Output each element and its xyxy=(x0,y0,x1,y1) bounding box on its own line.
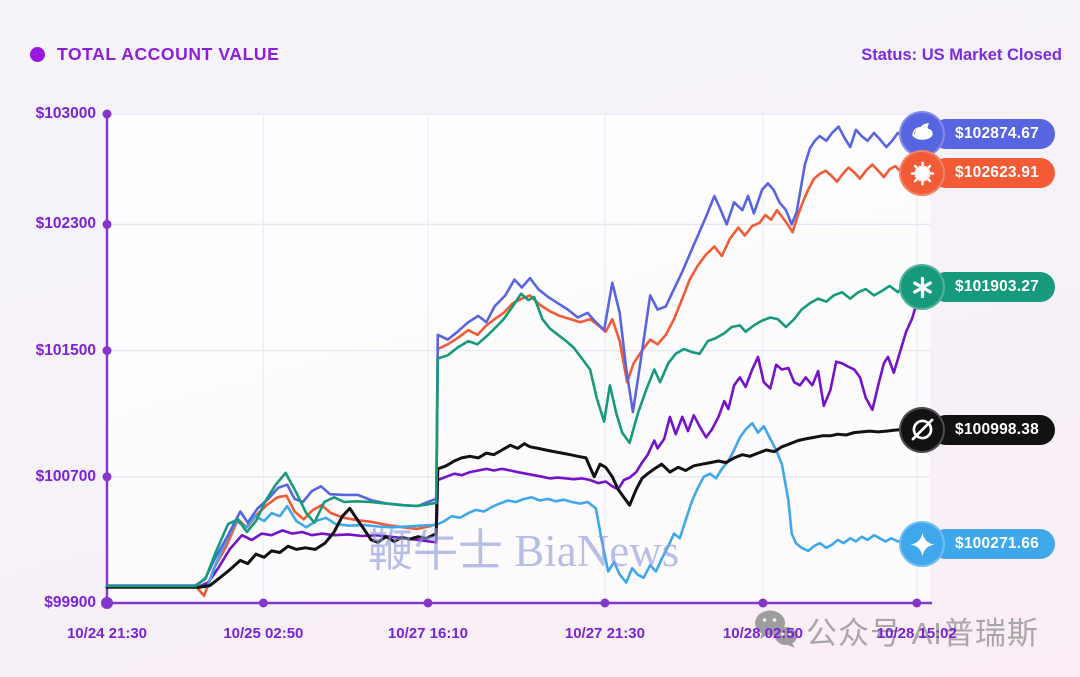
whale-icon xyxy=(899,110,945,157)
badge-value-label: $100998.38 xyxy=(955,420,1039,438)
series-line-chatgpt xyxy=(105,281,924,588)
y-tick-dot xyxy=(102,219,112,229)
badge-value-label: $100271.66 xyxy=(955,535,1039,553)
market-status: Status: US Market Closed xyxy=(861,46,1062,64)
sparkle-icon xyxy=(899,521,945,568)
page-title-label: TOTAL ACCOUNT VALUE xyxy=(57,44,280,64)
series-line-grok xyxy=(105,428,924,589)
value-badge-chatgpt[interactable]: $101903.27 xyxy=(899,264,1055,310)
badge-value-label: $101903.27 xyxy=(955,278,1039,295)
y-tick-dot xyxy=(102,109,112,119)
value-badge-gemini[interactable]: $100271.66 xyxy=(899,521,1055,568)
plot-area xyxy=(107,114,930,603)
title-dot-icon xyxy=(30,47,45,62)
badge-value-pill: $102623.91 xyxy=(931,158,1055,189)
x-tick-dot xyxy=(912,598,922,608)
series-line-gemini xyxy=(105,421,924,589)
openai-icon xyxy=(899,264,945,310)
slash-circle-icon xyxy=(899,406,945,453)
x-tick-dot xyxy=(258,598,268,608)
y-tick-dot xyxy=(102,346,112,356)
y-tick-dot xyxy=(102,472,112,482)
series-line-deepseek xyxy=(105,125,924,587)
value-badge-deepseek[interactable]: $102874.67 xyxy=(899,110,1055,157)
page-title: TOTAL ACCOUNT VALUE xyxy=(30,44,279,65)
starburst-icon xyxy=(899,150,945,197)
x-tick-dot xyxy=(600,598,610,608)
badge-value-pill: $101903.27 xyxy=(931,272,1055,302)
axis-origin-dot xyxy=(101,597,113,609)
series-line-qwen xyxy=(105,286,924,589)
badge-value-label: $102874.67 xyxy=(955,124,1039,142)
badge-value-pill: $100998.38 xyxy=(931,414,1055,445)
badge-value-label: $102623.91 xyxy=(955,164,1039,182)
value-badge-claude[interactable]: $102623.91 xyxy=(899,150,1055,197)
x-tick-dot xyxy=(758,598,768,608)
value-badge-grok[interactable]: $100998.38 xyxy=(899,406,1055,453)
x-tick-dot xyxy=(423,598,433,608)
badge-value-pill: $100271.66 xyxy=(931,529,1055,560)
badge-value-pill: $102874.67 xyxy=(931,118,1055,149)
